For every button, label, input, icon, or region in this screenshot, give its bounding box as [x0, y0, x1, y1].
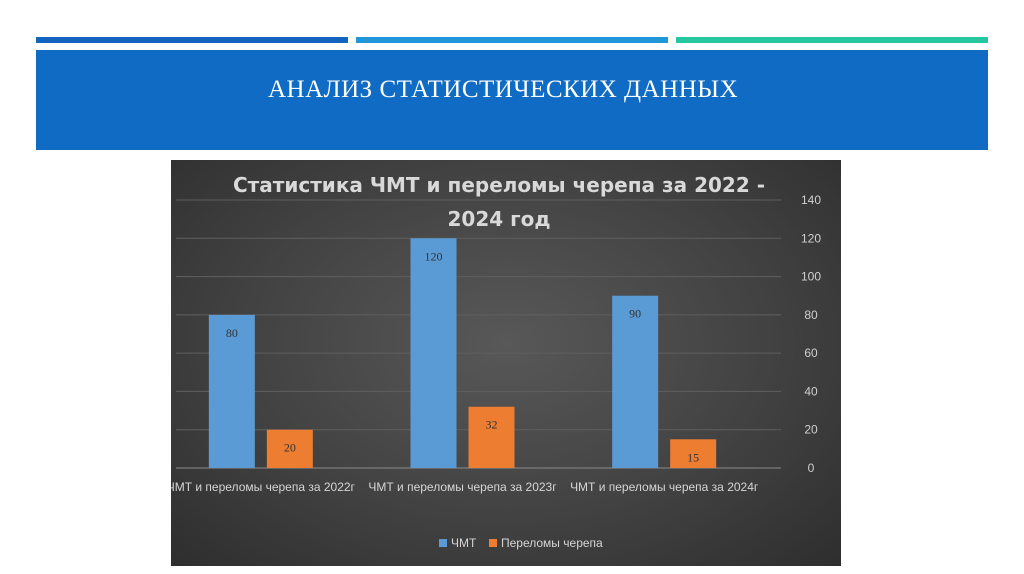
y-tick-label: 100 — [801, 270, 821, 284]
accent-stripe-middle — [356, 37, 668, 43]
bar-skull-fracture — [266, 429, 313, 468]
data-label: 90 — [629, 307, 641, 321]
y-tick-label: 140 — [801, 193, 821, 207]
data-label: 20 — [284, 441, 296, 455]
legend-label: Переломы черепа — [501, 536, 603, 550]
legend-label: ЧМТ — [451, 536, 477, 550]
accent-stripe-left — [36, 37, 348, 43]
data-label: 80 — [226, 326, 238, 340]
bar-chmt — [410, 238, 457, 468]
category-label: ЧМТ и переломы черепа за 2023г — [368, 480, 557, 494]
y-tick-label: 80 — [804, 308, 818, 322]
accent-stripe-right — [676, 37, 988, 43]
y-tick-label: 120 — [801, 231, 821, 245]
y-tick-label: 60 — [804, 346, 818, 360]
bar-chart: Статистика ЧМТ и переломы черепа за 2022… — [171, 173, 821, 550]
legend-swatch — [489, 539, 497, 547]
bar-chmt — [612, 295, 659, 468]
data-label: 32 — [486, 418, 498, 432]
chart-panel: Статистика ЧМТ и переломы черепа за 2022… — [171, 160, 841, 566]
category-label: ЧМТ и переломы черепа за 2022г — [171, 480, 356, 494]
bar-skull-fracture — [468, 406, 515, 468]
category-label: ЧМТ и переломы черепа за 2024г — [570, 480, 759, 494]
chart-title-line: 2024 год — [448, 207, 551, 231]
bar-chmt — [208, 314, 255, 468]
title-banner: АНАЛИЗ СТАТИСТИЧЕСКИХ ДАННЫХ — [36, 50, 988, 150]
legend-swatch — [439, 539, 447, 547]
y-tick-label: 40 — [804, 384, 818, 398]
data-label: 120 — [425, 249, 443, 263]
bar-skull-fracture — [670, 439, 717, 468]
slide-title: АНАЛИЗ СТАТИСТИЧЕСКИХ ДАННЫХ — [268, 76, 739, 103]
data-label: 15 — [687, 450, 699, 464]
chart-title-line: Статистика ЧМТ и переломы черепа за 2022… — [233, 173, 765, 197]
y-tick-label: 0 — [808, 461, 815, 475]
y-tick-label: 20 — [804, 423, 818, 437]
